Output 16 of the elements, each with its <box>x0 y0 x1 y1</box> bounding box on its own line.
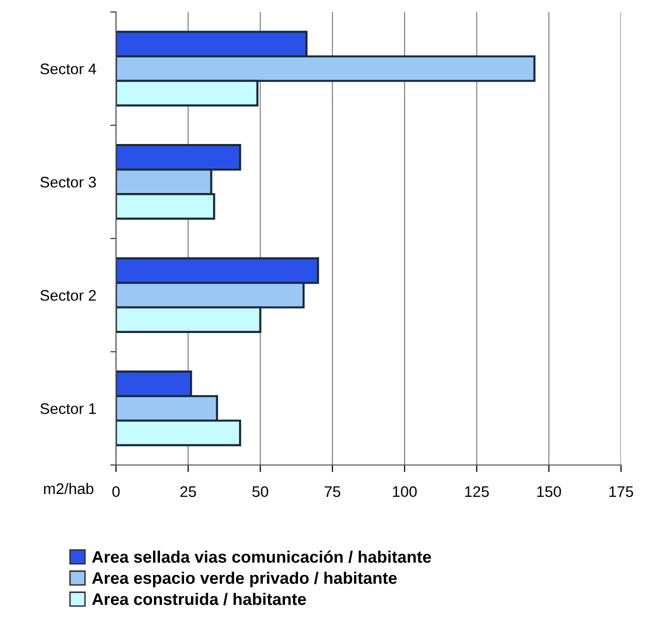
y-tick-label: Sector 3 <box>40 176 96 188</box>
x-tick-label: 125 <box>465 486 489 498</box>
y-tick-label: Sector 2 <box>40 290 96 301</box>
x-tick-label: 50 <box>252 486 268 498</box>
legend-label: Area espacio verde privado / habitante <box>92 572 397 588</box>
y-tick-label: Sector 4 <box>40 63 96 74</box>
x-tick-label: 0 <box>112 486 120 498</box>
legend-label: Area sellada vias comunicación / habitante <box>92 550 432 563</box>
x-tick-label: 175 <box>609 486 634 498</box>
x-axis-title: m2/hab <box>44 482 94 494</box>
legend-label: Area construida / habitante <box>92 592 306 606</box>
y-tick-label: Sector 1 <box>40 403 96 414</box>
x-tick-label: 25 <box>180 486 196 498</box>
x-tick-label: 100 <box>392 486 417 498</box>
x-tick-label: 150 <box>537 486 562 498</box>
x-tick-label: 75 <box>324 486 340 498</box>
